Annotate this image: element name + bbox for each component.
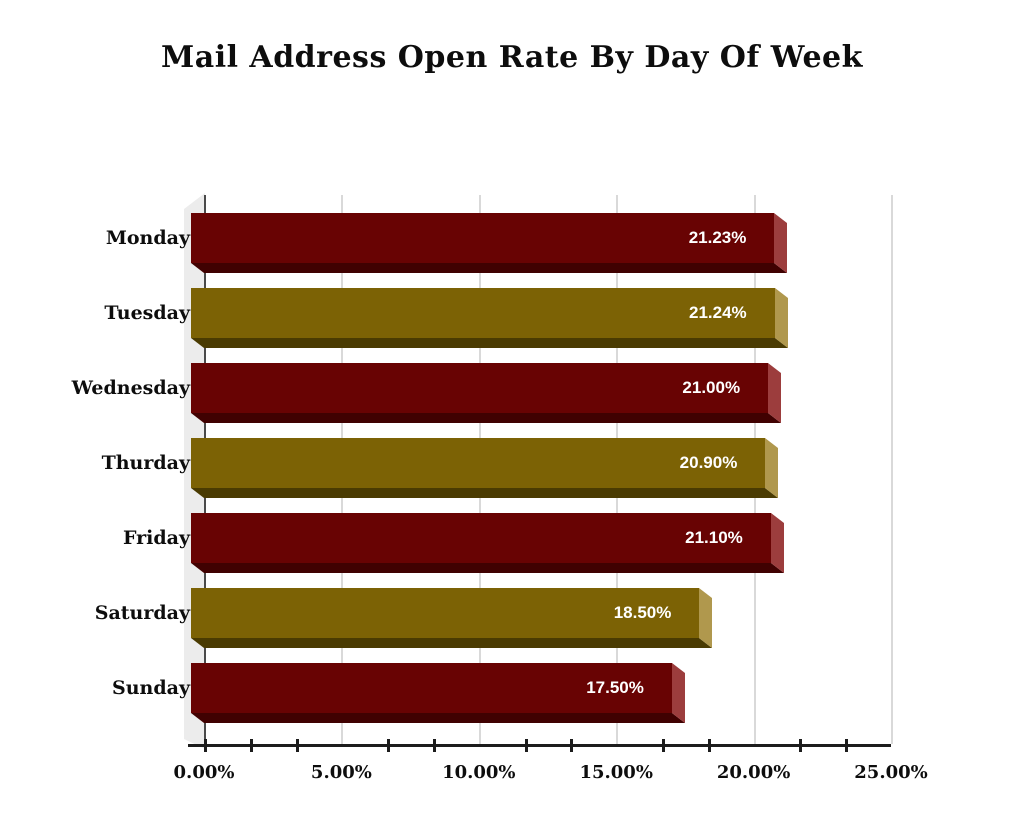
bar-side-face	[671, 663, 685, 724]
bar-value-label: 18.50%	[613, 603, 672, 622]
bar-value-label: 21.00%	[682, 378, 741, 397]
y-axis-label-saturday: Saturday	[94, 602, 190, 624]
bar-bottom-face	[191, 413, 782, 423]
tick-mark	[707, 739, 711, 752]
y-axis-label-thurday: Thurday	[101, 452, 190, 474]
x-axis-tick-label: 10.00%	[442, 762, 516, 783]
bar-row-tuesday: Tuesday 21.24%	[104, 288, 891, 349]
x-axis-tick-label: 20.00%	[716, 762, 791, 783]
bar-value-label: 20.90%	[679, 453, 738, 472]
bar-side-face	[768, 363, 782, 424]
bar-side-face	[770, 513, 784, 574]
bar-thurday: 20.90%	[191, 438, 779, 499]
bar-bottom-face	[191, 488, 779, 498]
bar-row-monday: Monday 21.23%	[106, 213, 891, 274]
bar-bottom-face	[191, 338, 788, 348]
tick-mark	[799, 739, 803, 752]
bar-row-friday: Friday 21.10%	[123, 513, 891, 574]
x-axis-tick-label: 25.00%	[854, 762, 928, 783]
bar-value-label: 21.24%	[689, 303, 747, 322]
tick-mark	[295, 739, 299, 752]
bar-front-face: 21.23%	[191, 213, 775, 263]
bar-side-face	[774, 288, 788, 349]
bar-bottom-face	[191, 563, 784, 573]
bar-front-face: 21.10%	[191, 513, 771, 563]
bar-row-wednesday: Wednesday 21.00%	[72, 363, 891, 424]
bar-wednesday: 21.00%	[191, 363, 782, 424]
bar-bottom-face	[191, 638, 713, 648]
x-axis-line: 0.00% 5.00% 10.00% 15.00% 20.00% 25.00%	[174, 739, 928, 783]
y-axis-label-tuesday: Tuesday	[104, 302, 190, 324]
bar-saturday: 18.50%	[191, 588, 713, 649]
x-axis-tick-label: 5.00%	[310, 762, 372, 783]
x-axis-tick-label: 15.00%	[579, 762, 653, 783]
bar-front-face: 17.50%	[191, 663, 672, 713]
bar-row-thurday: Thurday 20.90%	[102, 438, 891, 499]
tick-mark	[570, 739, 574, 752]
bar-front-face: 21.24%	[191, 288, 775, 338]
bar-bottom-face	[191, 713, 685, 723]
bar-value-label: 17.50%	[586, 678, 644, 697]
plot-area: Monday 21.23% Tuesday 21.24% Wednesday	[72, 195, 893, 744]
bar-row-saturday: Saturday 18.50%	[95, 588, 891, 649]
bar-tuesday: 21.24%	[191, 288, 788, 349]
tick-mark	[204, 739, 207, 752]
x-axis-tick-label: 0.00%	[173, 762, 235, 783]
tick-mark	[433, 739, 436, 752]
y-axis-label-wednesday: Wednesday	[71, 377, 190, 399]
bar-value-label: 21.23%	[688, 228, 747, 247]
tick-mark	[845, 739, 849, 752]
tick-mark	[524, 739, 528, 752]
tick-mark	[387, 739, 391, 752]
y-axis-label-sunday: Sunday	[112, 677, 190, 699]
y-axis-label-monday: Monday	[105, 227, 190, 249]
y-axis-label-friday: Friday	[122, 527, 190, 549]
gridline	[891, 195, 893, 744]
bar-side-face	[765, 438, 779, 499]
bar-front-face: 18.50%	[191, 588, 700, 638]
tick-mark	[662, 739, 665, 752]
bar-sunday: 17.50%	[191, 663, 685, 724]
bar-value-label: 21.10%	[685, 528, 743, 547]
bar-front-face: 20.90%	[191, 438, 766, 488]
chart-title: Mail Address Open Rate By Day Of Week	[161, 40, 863, 75]
bar-bottom-face	[191, 263, 788, 273]
bar-front-face: 21.00%	[191, 363, 769, 413]
bar-friday: 21.10%	[191, 513, 784, 574]
tick-mark	[249, 739, 253, 752]
bar-side-face	[699, 588, 713, 649]
bar-monday: 21.23%	[191, 213, 788, 274]
bar-row-sunday: Sunday 17.50%	[112, 663, 891, 724]
bar-side-face	[774, 213, 788, 274]
